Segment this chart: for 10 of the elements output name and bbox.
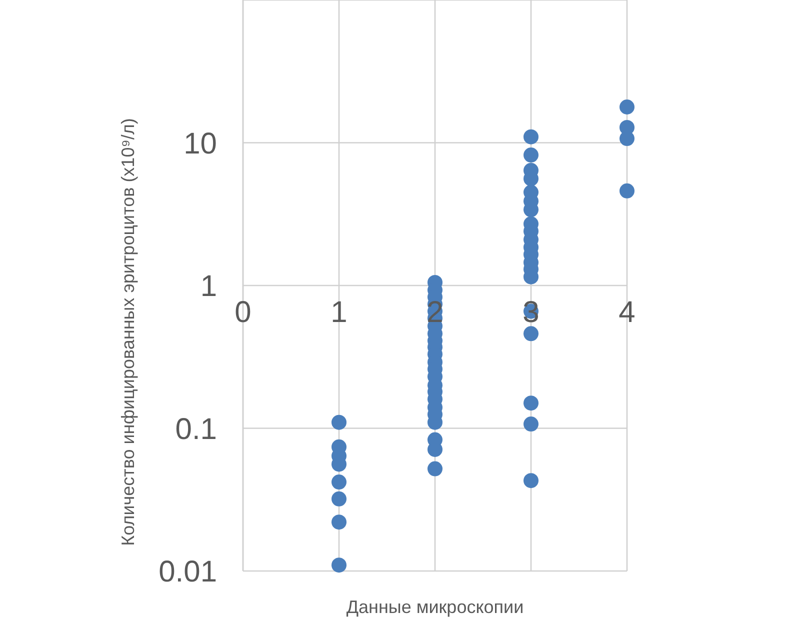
x-tick-label: 1 [330,296,348,329]
y-axis-title: Количество инфицированных эритроцитов (x10⁹/л) [118,118,138,546]
x-axis-title: Данные микроскопии [346,597,524,617]
x-tick-label: 0 [234,296,252,329]
y-tick-label: 1 [200,270,217,304]
y-tick-label: 0.01 [158,556,217,589]
y-tick-label: 10 [184,127,217,160]
x-tick-label: 4 [618,296,636,329]
y-tick-label: 0.1 [175,412,217,446]
x-tick-label: 2 [426,296,444,329]
